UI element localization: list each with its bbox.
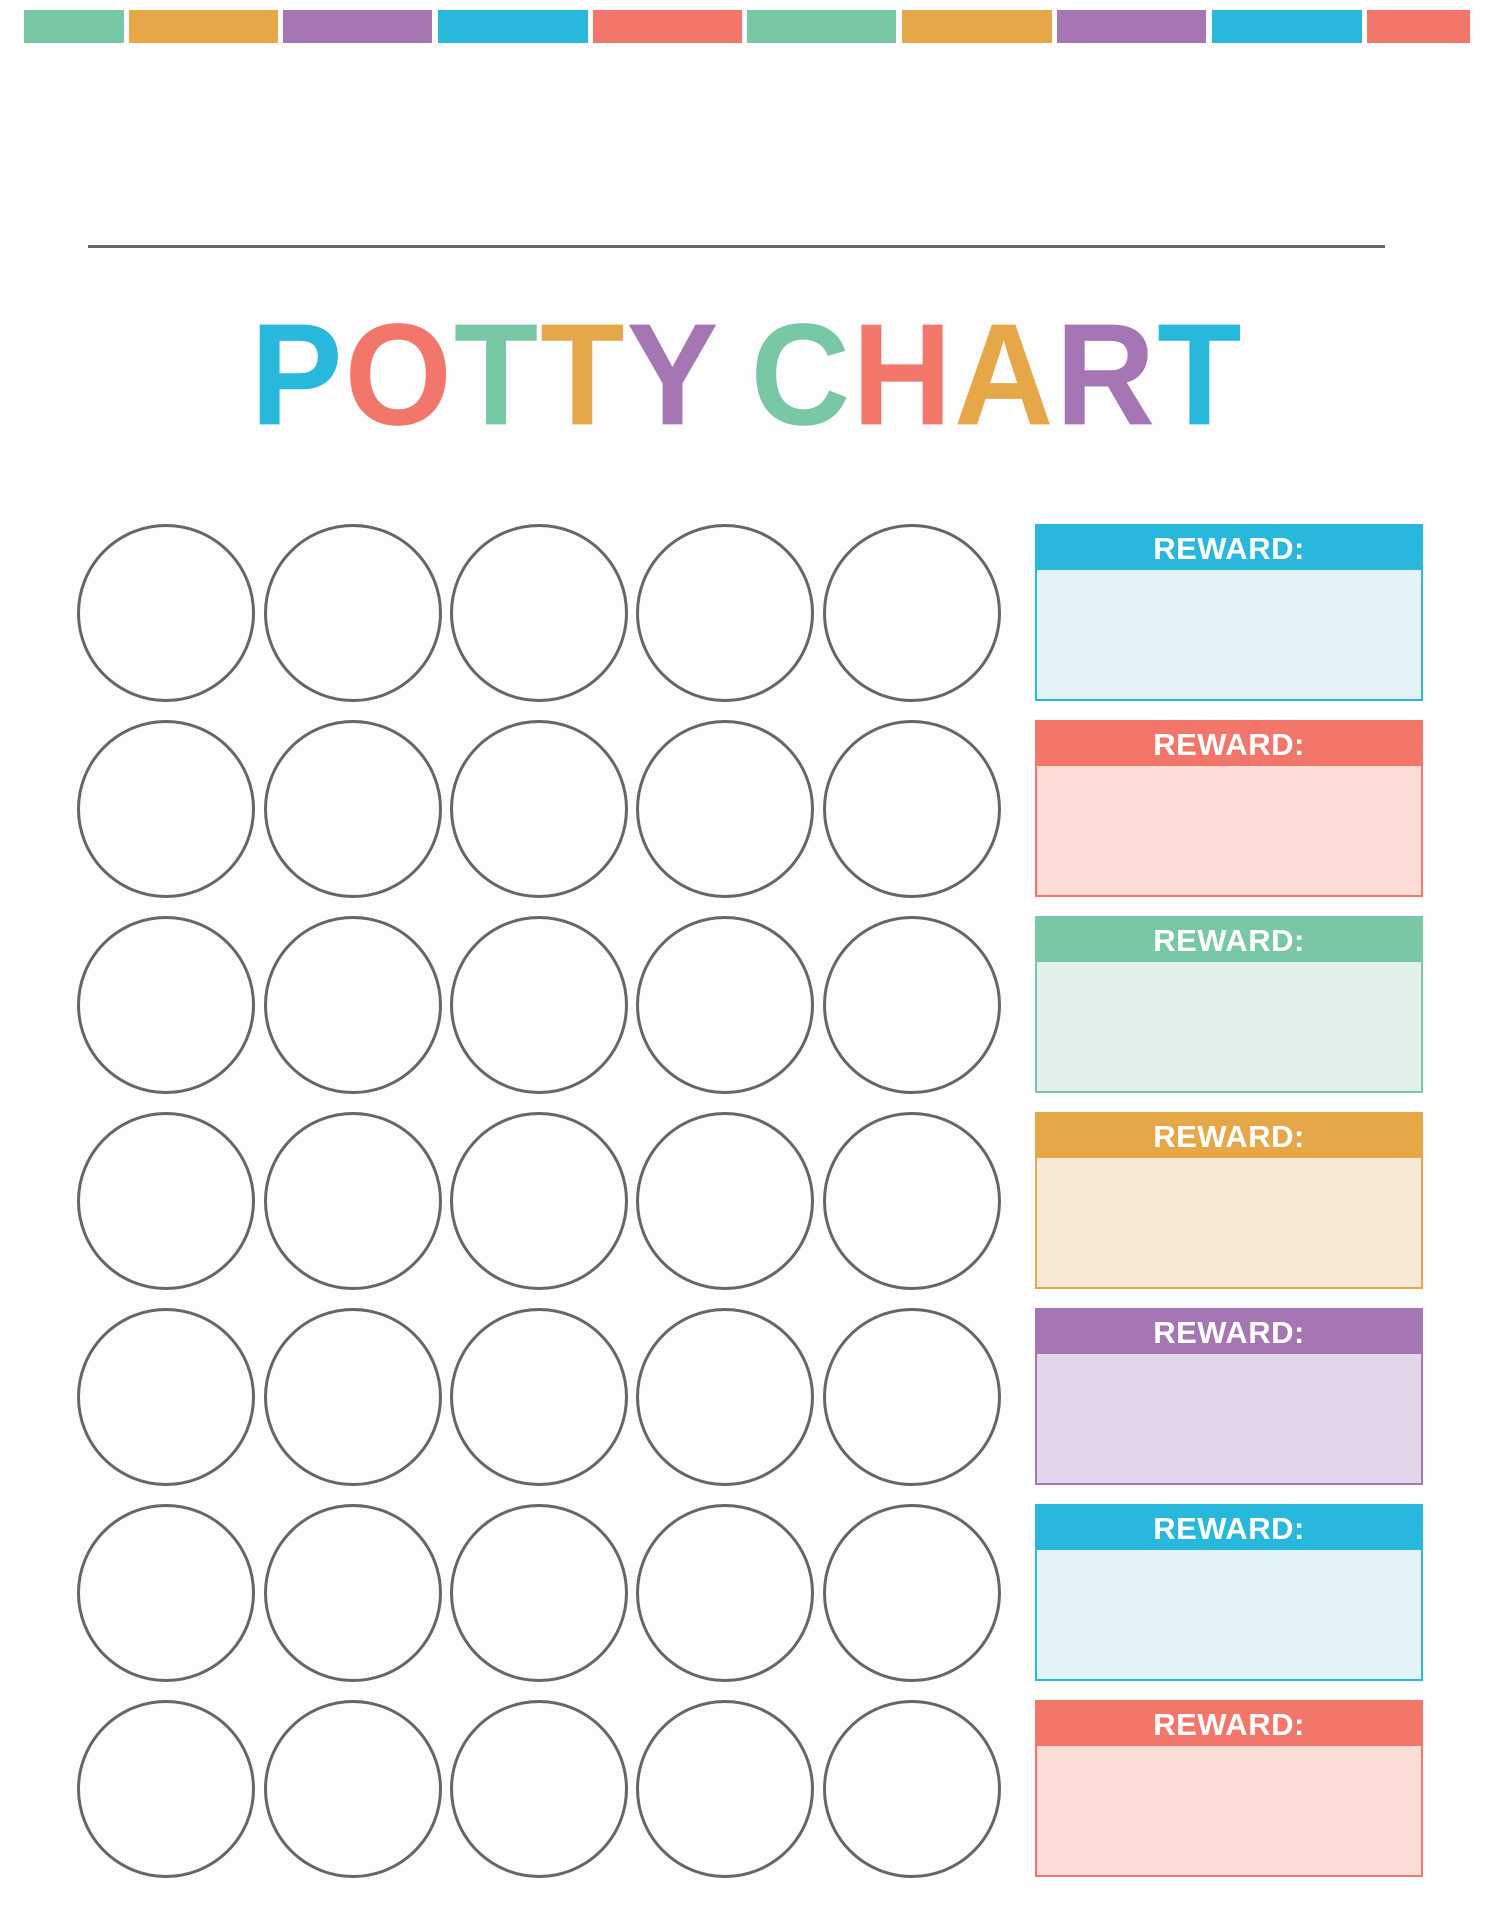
sticker-circle[interactable]	[636, 1308, 814, 1486]
sticker-circle[interactable]	[77, 720, 255, 898]
color-bar-segment	[129, 10, 278, 43]
color-bar-segment	[24, 10, 124, 43]
reward-label: REWARD:	[1037, 1506, 1421, 1550]
sticker-circle[interactable]	[77, 1308, 255, 1486]
reward-box[interactable]: REWARD:	[1035, 720, 1423, 897]
sticker-circle[interactable]	[264, 720, 442, 898]
reward-box[interactable]: REWARD:	[1035, 1308, 1423, 1485]
sticker-circle[interactable]	[264, 1700, 442, 1878]
title-letter: A	[953, 294, 1056, 456]
sticker-circle[interactable]	[823, 720, 1001, 898]
sticker-circle[interactable]	[77, 524, 255, 702]
reward-label: REWARD:	[1037, 1310, 1421, 1354]
sticker-circle[interactable]	[636, 524, 814, 702]
title-letter: R	[1055, 294, 1158, 456]
reward-value-field[interactable]	[1037, 1158, 1421, 1285]
title-letter: T	[1157, 294, 1244, 456]
sticker-circle[interactable]	[77, 1700, 255, 1878]
reward-box[interactable]: REWARD:	[1035, 1504, 1423, 1681]
reward-label: REWARD:	[1037, 918, 1421, 962]
reward-box[interactable]: REWARD:	[1035, 916, 1423, 1093]
sticker-circle[interactable]	[450, 720, 628, 898]
reward-value-field[interactable]	[1037, 570, 1421, 697]
color-bar-segment	[747, 10, 896, 43]
sticker-circle[interactable]	[77, 1504, 255, 1682]
sticker-circle[interactable]	[636, 1504, 814, 1682]
color-bar-segment	[902, 10, 1052, 43]
sticker-circle[interactable]	[450, 1308, 628, 1486]
reward-label: REWARD:	[1037, 526, 1421, 570]
color-bar-segment	[593, 10, 742, 43]
reward-box[interactable]: REWARD:	[1035, 1700, 1423, 1877]
sticker-circle[interactable]	[823, 916, 1001, 1094]
sticker-circle[interactable]	[77, 1112, 255, 1290]
sticker-circle[interactable]	[823, 1504, 1001, 1682]
title-letter	[721, 296, 751, 454]
sticker-circle[interactable]	[823, 524, 1001, 702]
reward-label: REWARD:	[1037, 1702, 1421, 1746]
sticker-circle[interactable]	[636, 720, 814, 898]
title-letter: O	[344, 294, 454, 456]
sticker-circle[interactable]	[264, 1112, 442, 1290]
reward-value-field[interactable]	[1037, 1354, 1421, 1481]
sticker-circle[interactable]	[264, 916, 442, 1094]
color-bar-segment	[438, 10, 588, 43]
sticker-circle[interactable]	[450, 916, 628, 1094]
title-letter: P	[250, 294, 345, 456]
sticker-circle[interactable]	[77, 916, 255, 1094]
color-bar-segment	[283, 10, 432, 43]
sticker-circle[interactable]	[636, 1112, 814, 1290]
reward-value-field[interactable]	[1037, 962, 1421, 1089]
reward-label: REWARD:	[1037, 722, 1421, 766]
sticker-circle[interactable]	[264, 1308, 442, 1486]
sticker-circle[interactable]	[823, 1700, 1001, 1878]
color-bar-segment	[1212, 10, 1362, 43]
color-bar-segment	[1367, 10, 1470, 43]
title-letter: C	[750, 294, 853, 456]
title-letter: T	[540, 294, 627, 456]
title-letter: T	[453, 294, 541, 456]
reward-value-field[interactable]	[1037, 766, 1421, 893]
page-title: POTTY CHART	[0, 296, 1494, 454]
name-line[interactable]	[88, 245, 1385, 248]
sticker-circle[interactable]	[823, 1308, 1001, 1486]
sticker-circle[interactable]	[636, 916, 814, 1094]
sticker-circle[interactable]	[264, 524, 442, 702]
sticker-circle[interactable]	[450, 1112, 628, 1290]
sticker-circle[interactable]	[450, 524, 628, 702]
reward-box[interactable]: REWARD:	[1035, 524, 1423, 701]
sticker-circle[interactable]	[636, 1700, 814, 1878]
sticker-circle[interactable]	[450, 1504, 628, 1682]
color-bar-segment	[1057, 10, 1206, 43]
sticker-circle[interactable]	[450, 1700, 628, 1878]
title-letter: Y	[626, 294, 721, 456]
reward-label: REWARD:	[1037, 1114, 1421, 1158]
reward-box[interactable]: REWARD:	[1035, 1112, 1423, 1289]
sticker-circle[interactable]	[264, 1504, 442, 1682]
title-letter: H	[852, 294, 954, 456]
reward-value-field[interactable]	[1037, 1550, 1421, 1677]
reward-value-field[interactable]	[1037, 1746, 1421, 1873]
sticker-circle[interactable]	[823, 1112, 1001, 1290]
